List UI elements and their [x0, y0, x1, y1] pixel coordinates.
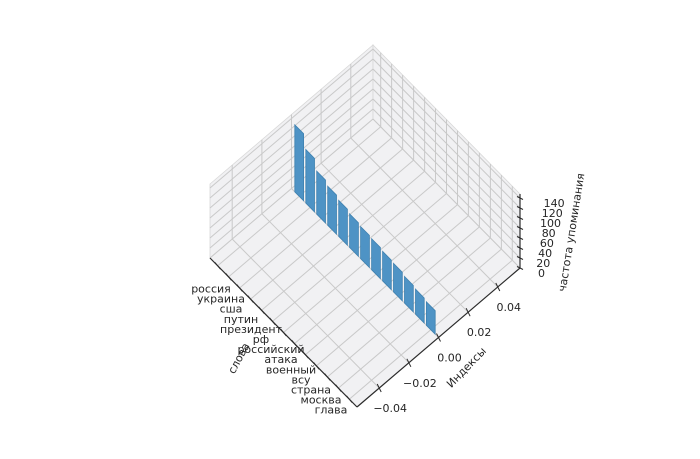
grid-line	[372, 108, 521, 259]
y-tick	[225, 273, 232, 281]
y-tick-label: украина	[197, 293, 245, 306]
z-tick	[516, 216, 524, 220]
grid-line	[209, 78, 374, 219]
x-tick	[436, 333, 441, 342]
y-axis-label: слова	[225, 341, 252, 376]
grid-line	[372, 58, 521, 209]
z-tick	[516, 266, 524, 270]
z-tick-label: 140	[544, 197, 565, 210]
y-tick	[236, 284, 243, 292]
grid-line	[372, 78, 521, 229]
bar-военный	[382, 250, 392, 291]
y-tick	[324, 373, 331, 381]
y-tick-label: сша	[220, 303, 243, 316]
y-tick-label: россия	[191, 283, 231, 296]
z-tick	[516, 256, 524, 260]
bar-президент	[338, 199, 348, 247]
y-tick-label: атака	[264, 353, 297, 366]
z-axis-label: частота упоминания	[556, 172, 588, 292]
bar-глава	[425, 300, 436, 336]
bar-атака	[371, 237, 381, 280]
x-tick-label: −0.04	[373, 402, 407, 415]
y-tick-label: рф	[253, 333, 269, 346]
plot-area: россияукраинасшапутинпрезидентрфроссийск…	[191, 44, 565, 417]
z-tick-label: 20	[536, 257, 550, 270]
grid-line	[209, 48, 374, 189]
grid-line	[209, 98, 374, 239]
grid-line	[372, 68, 521, 219]
y-tick-label: глава	[315, 404, 348, 417]
y-tick-label: путин	[224, 313, 258, 326]
y-tick	[247, 295, 254, 303]
bar-страна	[404, 275, 414, 313]
x-tick-label: 0.02	[467, 326, 492, 339]
y-tick	[214, 262, 221, 270]
y-tick-label: президент	[220, 323, 283, 336]
y-tick-label: страна	[291, 384, 331, 397]
y-tick	[269, 317, 276, 326]
z-tick	[516, 206, 524, 210]
bar-российский	[360, 225, 370, 269]
y-tick	[258, 306, 265, 315]
z-tick-label: 0	[538, 267, 545, 280]
y-tick	[335, 384, 342, 392]
x-tick-label: −0.02	[403, 377, 437, 390]
z-tick-label: 60	[540, 237, 554, 250]
z-tick-label: 100	[540, 217, 561, 230]
bar-россия	[294, 123, 305, 202]
y-tick-label: всу	[291, 373, 311, 386]
x-tick	[495, 282, 501, 292]
grid-line	[372, 98, 521, 249]
x-tick-label: 0.00	[437, 352, 462, 365]
grid-line	[209, 68, 374, 209]
z-tick	[516, 236, 524, 240]
bar-сша	[316, 170, 326, 224]
x-tick	[406, 358, 412, 368]
bar-москва	[415, 288, 425, 324]
y-tick	[313, 362, 320, 370]
y-tick-label: российский	[237, 343, 304, 356]
x-tick-label: 0.04	[497, 301, 522, 314]
grid-line	[209, 88, 374, 229]
x-tick	[376, 383, 382, 393]
grid-line	[372, 48, 521, 199]
bar-всу	[393, 262, 403, 302]
z-tick	[516, 226, 524, 230]
z-tick	[516, 246, 524, 250]
z-tick-label: 40	[538, 247, 552, 260]
z-tick	[516, 196, 524, 200]
grid-line	[372, 118, 521, 269]
grid-line	[209, 58, 374, 199]
grid-line	[372, 88, 521, 239]
y-tick	[346, 395, 353, 403]
bar-рф	[349, 212, 359, 258]
grid-line	[209, 118, 374, 259]
y-tick	[280, 328, 287, 337]
bar-украина	[305, 148, 315, 213]
y-tick-label: москва	[301, 394, 342, 407]
y-tick-label: военный	[266, 363, 316, 376]
z-tick-label: 120	[542, 207, 563, 220]
y-tick	[302, 350, 309, 359]
y-tick	[291, 339, 298, 348]
grid-line	[209, 108, 374, 249]
bar-путин	[327, 185, 337, 236]
z-tick-label: 80	[542, 227, 556, 240]
x-tick	[465, 307, 471, 317]
